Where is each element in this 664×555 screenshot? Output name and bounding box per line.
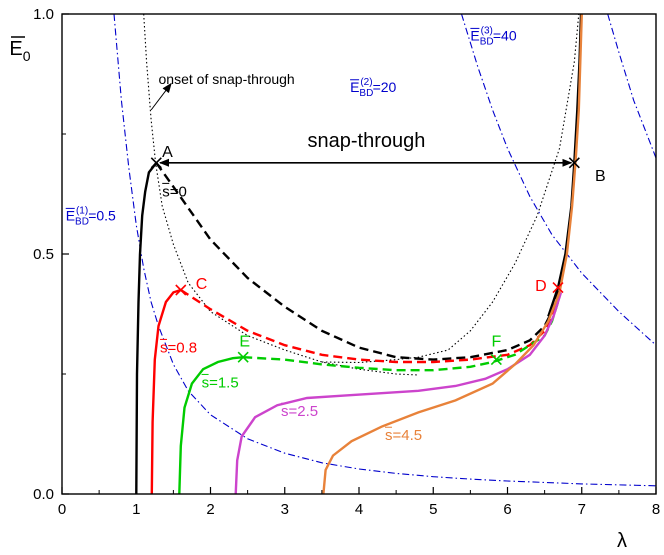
breakdown-curve: [113, 14, 656, 487]
onset-arrow: [150, 82, 172, 111]
series-label-main: s: [385, 427, 393, 444]
series-label-main: s: [160, 339, 168, 356]
marker-x: [490, 354, 502, 366]
series-solid-line: [150, 288, 182, 494]
series-solid-line: [322, 14, 583, 494]
breakdown-label-sup: (2): [360, 77, 372, 88]
marker-x: [175, 284, 187, 296]
snap-through-label: snap-through: [307, 130, 425, 152]
breakdown-label-main: E: [66, 207, 75, 223]
series-solid-line: [234, 292, 563, 494]
series-label: s=2.5: [281, 403, 318, 420]
x-tick-label: 8: [652, 501, 660, 518]
series-solid-line: [178, 356, 244, 494]
breakdown-label-value: =0.5: [88, 207, 116, 223]
breakdown-label-main: E: [350, 79, 359, 95]
series-label-main: s: [162, 183, 170, 200]
marker-label: F: [491, 333, 501, 350]
breakdown-label: EBD(3)=40: [470, 25, 516, 47]
marker-label: B: [595, 168, 606, 185]
y-tick-label: 0.5: [33, 246, 54, 263]
series-label: s=1.5: [202, 374, 239, 391]
series-label: s=4.5: [385, 427, 422, 444]
series-label-value: =0: [170, 183, 187, 200]
series-label-value: =4.5: [392, 427, 422, 444]
dotted-curve: [143, 14, 419, 376]
series-label: s=0.8: [160, 339, 197, 356]
y-tick-label: 1.0: [33, 6, 54, 23]
marker-label: D: [535, 278, 547, 295]
breakdown-label: EBD(1)=0.5: [66, 205, 116, 227]
breakdown-label-value: =20: [373, 79, 397, 95]
x-tick-label: 1: [132, 501, 140, 518]
series-label: s=0: [162, 183, 187, 200]
x-tick-label: 5: [429, 501, 437, 518]
x-tick-label: 0: [58, 501, 66, 518]
x-tick-label: 2: [206, 501, 214, 518]
series-solid-line: [135, 162, 158, 494]
series-label-value: =2.5: [289, 403, 319, 420]
breakdown-label-sup: (3): [481, 25, 493, 36]
x-tick-label: 6: [503, 501, 511, 518]
marker-label: C: [196, 276, 208, 293]
x-axis-label: λ: [617, 530, 627, 552]
breakdown-label: EBD(2)=20: [350, 77, 396, 99]
y-tick-label: 0.0: [33, 486, 54, 503]
y-axis-label: E0: [9, 38, 30, 64]
x-tick-label: 3: [281, 501, 289, 518]
marker-label: E: [239, 333, 250, 350]
marker-x: [552, 282, 564, 294]
series-label-main: s: [202, 374, 210, 391]
breakdown-label-sub: BD: [75, 216, 89, 227]
breakdown-curve: [607, 14, 656, 159]
breakdown-label-main: E: [470, 27, 479, 43]
breakdown-label-sub: BD: [480, 36, 494, 47]
breakdown-curve: [460, 14, 656, 346]
breakdown-label-sup: (1): [76, 205, 88, 216]
series-label-value: =0.8: [168, 339, 198, 356]
x-tick-label: 4: [355, 501, 363, 518]
series-dashed-line: [155, 162, 561, 361]
dotted-curve: [321, 14, 580, 364]
series-label-value: =1.5: [209, 374, 239, 391]
onset-label: onset of snap-through: [159, 71, 295, 87]
series-label-main: s: [281, 403, 289, 420]
marker-x: [237, 351, 249, 363]
marker-label: A: [162, 144, 173, 161]
breakdown-label-value: =40: [493, 27, 517, 43]
x-tick-label: 7: [578, 501, 586, 518]
breakdown-label-sub: BD: [359, 88, 373, 99]
